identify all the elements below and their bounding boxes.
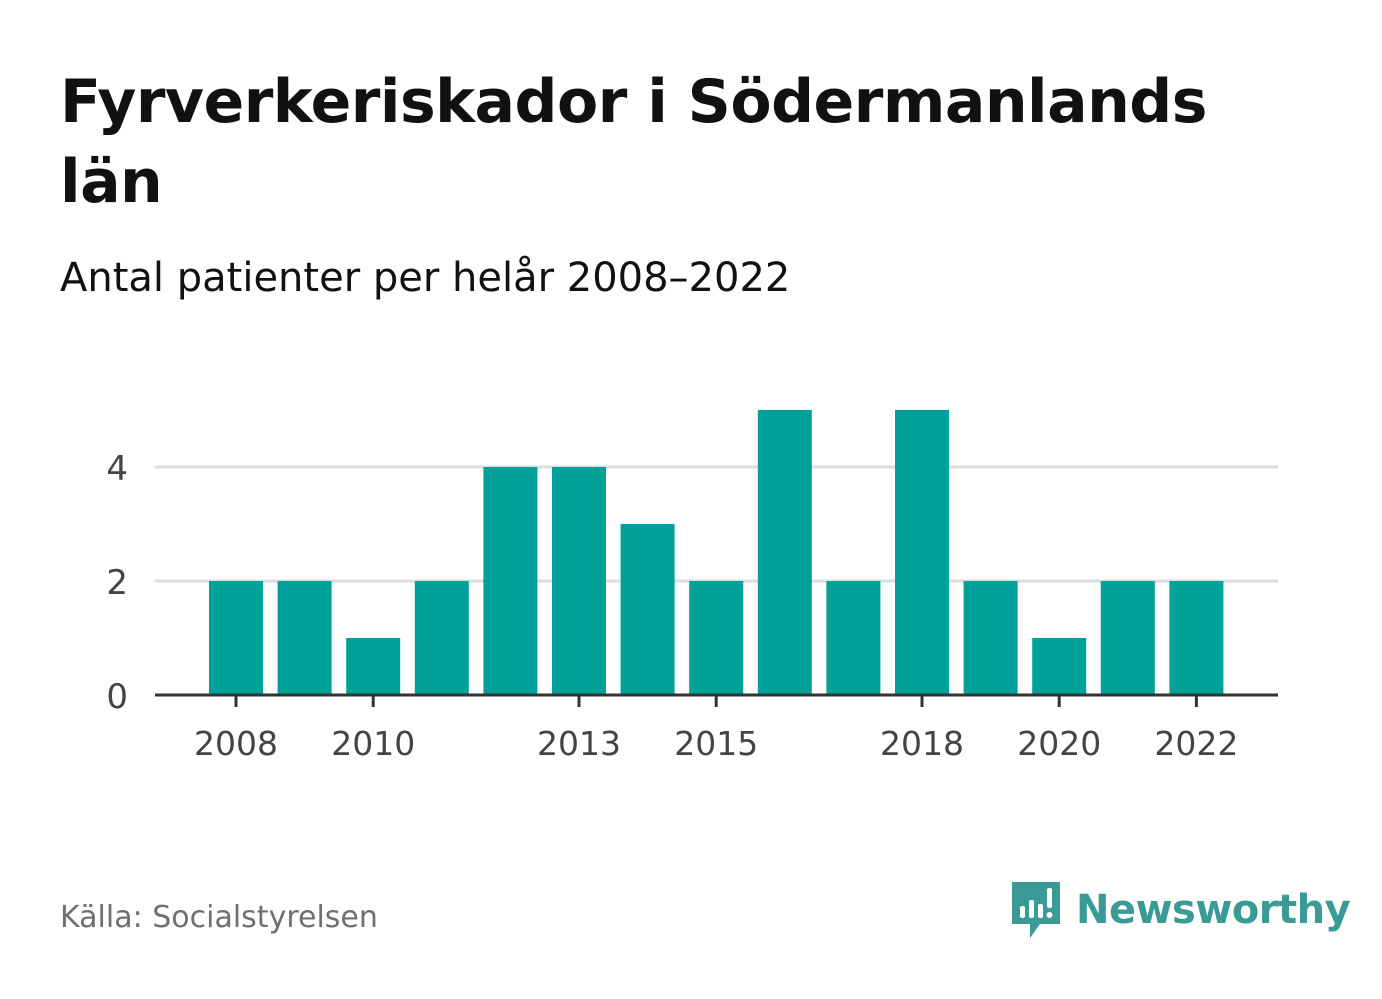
x-tick-label: 2013 bbox=[537, 724, 621, 763]
chart-subtitle: Antal patienter per helår 2008–2022 bbox=[60, 255, 791, 301]
bar-2011 bbox=[414, 581, 469, 695]
x-tick-label: 2022 bbox=[1154, 724, 1238, 763]
x-tick-label: 2020 bbox=[1017, 724, 1101, 763]
x-tick-label: 2008 bbox=[194, 724, 278, 763]
bar-2019 bbox=[963, 581, 1018, 695]
source-note: Källa: Socialstyrelsen bbox=[60, 900, 378, 935]
bar-2008 bbox=[209, 581, 263, 695]
y-tick-label: 4 bbox=[106, 449, 128, 489]
bar-2016 bbox=[757, 410, 812, 695]
brand-name: Newsworthy bbox=[1076, 887, 1351, 933]
y-tick-label: 2 bbox=[106, 563, 128, 603]
x-tick-label: 2015 bbox=[674, 724, 758, 763]
bar-2017 bbox=[826, 581, 881, 695]
bar-2021 bbox=[1100, 581, 1155, 695]
bar-2022 bbox=[1169, 581, 1224, 695]
x-tick-label: 2018 bbox=[880, 724, 964, 763]
bar-2013 bbox=[552, 467, 606, 695]
newsworthy-logo-icon bbox=[1012, 882, 1060, 938]
bar-2014 bbox=[620, 524, 675, 695]
bar-2009 bbox=[277, 581, 332, 695]
bar-2010 bbox=[346, 638, 401, 695]
bar-2018 bbox=[895, 410, 949, 695]
brand-logo: Newsworthy bbox=[1010, 878, 1351, 942]
chart-title: Fyrverkeriskador i Södermanlands län bbox=[60, 67, 1207, 217]
bar-2015 bbox=[689, 581, 744, 695]
bar-2012 bbox=[483, 467, 538, 695]
bar-2020 bbox=[1032, 638, 1087, 695]
y-tick-label: 0 bbox=[106, 677, 128, 717]
x-tick-label: 2010 bbox=[331, 724, 415, 763]
